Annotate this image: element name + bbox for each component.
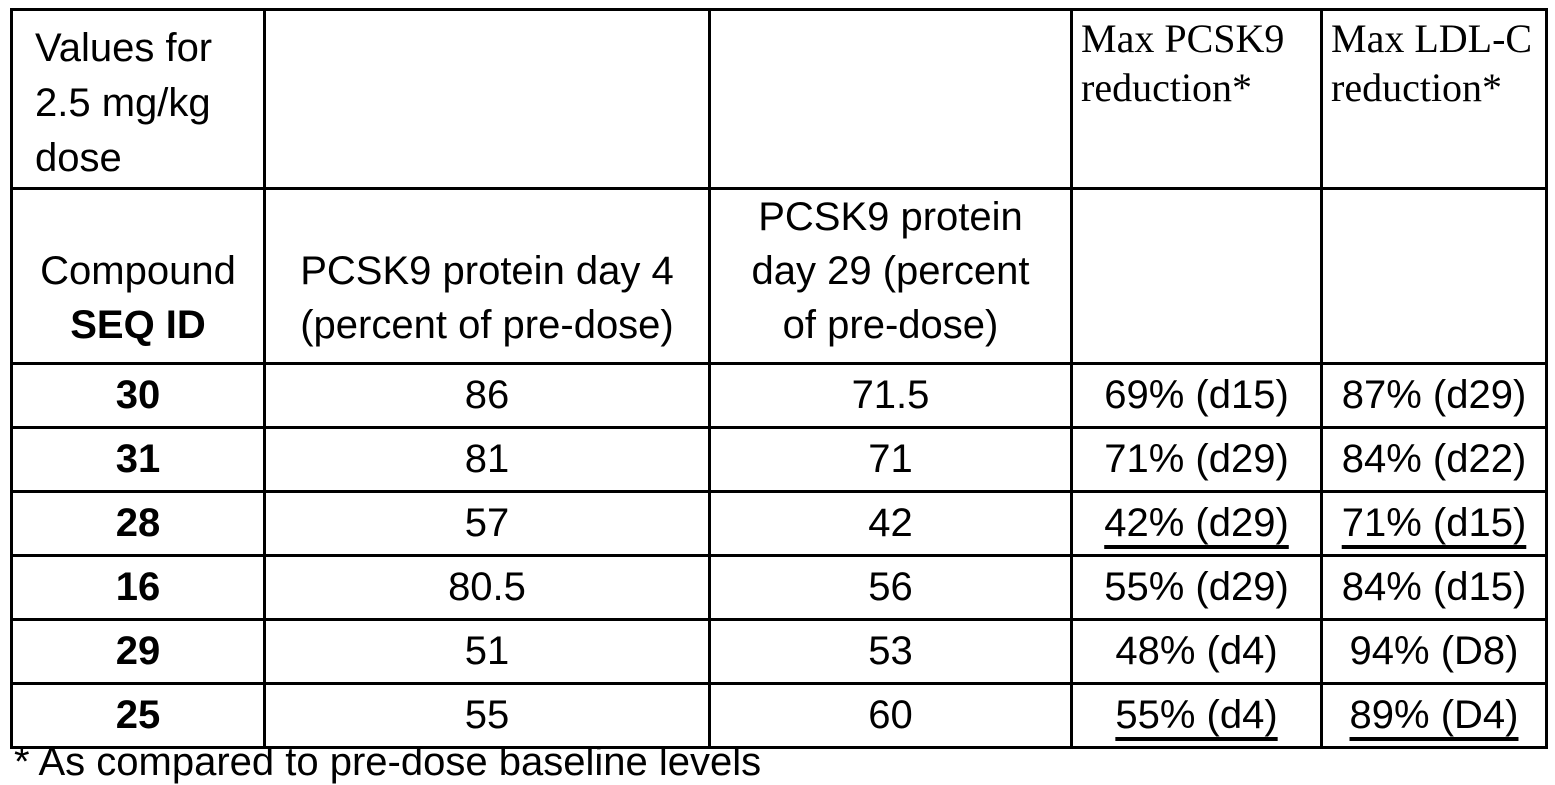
- max-pcsk9-value: 42% (d29): [1104, 501, 1289, 546]
- table-row: 16 80.5 56 55% (d29) 84% (d15): [10, 553, 1548, 621]
- day4-header-cell: PCSK9 protein day 4 (percent of pre-dose…: [263, 186, 711, 365]
- compound-results-table: Values for 2.5 mg/kg dose Max PCSK9 redu…: [10, 8, 1548, 749]
- seq-id-cell: 25: [10, 681, 266, 749]
- max-ldlc-reduction-header: Max LDL-C reduction*: [1320, 8, 1548, 190]
- max-pcsk9-value: 69% (d15): [1104, 373, 1289, 418]
- day4-value-cell: 86: [263, 361, 711, 429]
- empty-cell: [263, 8, 711, 190]
- day29-value-cell: 60: [708, 681, 1073, 749]
- seq-id-cell: 28: [10, 489, 266, 557]
- table-row: 29 51 53 48% (d4) 94% (D8): [10, 617, 1548, 685]
- day29-value-cell: 71.5: [708, 361, 1073, 429]
- day29-header-text: PCSK9 protein day 29 (percent of pre-dos…: [751, 194, 1030, 347]
- max-pcsk9-value-cell: 55% (d29): [1070, 553, 1323, 621]
- max-ldlc-value-cell: 94% (D8): [1320, 617, 1548, 685]
- max-ldlc-value: 94% (D8): [1349, 629, 1519, 674]
- max-ldlc-value-cell: 84% (d15): [1320, 553, 1548, 621]
- max-ldlc-value: 84% (d15): [1341, 565, 1527, 610]
- max-pcsk9-reduction-header: Max PCSK9 reduction*: [1070, 8, 1323, 190]
- seq-id-cell: 30: [10, 361, 266, 429]
- table-row: 28 57 42 42% (d29) 71% (d15): [10, 489, 1548, 557]
- footnote-clipped: * As compared to pre-dose baseline level…: [14, 740, 762, 784]
- table-row: 25 55 60 55% (d4) 89% (D4): [10, 681, 1548, 749]
- max-ldlc-value: 84% (d22): [1341, 437, 1527, 482]
- max-ldlc-value-cell: 84% (d22): [1320, 425, 1548, 493]
- max-pcsk9-value-cell: 71% (d29): [1070, 425, 1323, 493]
- max-ldlc-value-cell: 87% (d29): [1320, 361, 1548, 429]
- day29-value-cell: 53: [708, 617, 1073, 685]
- max-ldlc-value: 89% (D4): [1349, 693, 1519, 738]
- max-pcsk9-value: 55% (d4): [1115, 693, 1278, 738]
- max-pcsk9-value: 55% (d29): [1104, 565, 1289, 610]
- max-pcsk9-value: 48% (d4): [1115, 629, 1278, 674]
- max-pcsk9-value-cell: 42% (d29): [1070, 489, 1323, 557]
- compound-seq-id-header: Compound SEQ ID: [10, 186, 266, 365]
- table-title-cell: Values for 2.5 mg/kg dose: [10, 8, 266, 190]
- empty-cell: [1320, 186, 1548, 365]
- seq-id-cell: 31: [10, 425, 266, 493]
- max-pcsk9-value-cell: 48% (d4): [1070, 617, 1323, 685]
- header-row-2: Compound SEQ ID PCSK9 protein day 4 (per…: [10, 186, 1548, 365]
- max-pcsk9-value: 71% (d29): [1104, 437, 1289, 482]
- max-ldlc-value: 87% (d29): [1341, 373, 1527, 418]
- day4-value-cell: 55: [263, 681, 711, 749]
- table-row: 30 86 71.5 69% (d15) 87% (d29): [10, 361, 1548, 429]
- seq-id-cell: 16: [10, 553, 266, 621]
- max-pcsk9-value-cell: 55% (d4): [1070, 681, 1323, 749]
- max-pcsk9-value-cell: 69% (d15): [1070, 361, 1323, 429]
- seq-id-cell: 29: [10, 617, 266, 685]
- day29-value-cell: 42: [708, 489, 1073, 557]
- empty-cell: [1070, 186, 1323, 365]
- day29-value-cell: 71: [708, 425, 1073, 493]
- header-row-1: Values for 2.5 mg/kg dose Max PCSK9 redu…: [10, 8, 1548, 190]
- table-row: 31 81 71 71% (d29) 84% (d22): [10, 425, 1548, 493]
- empty-cell: [708, 8, 1073, 190]
- day4-value-cell: 57: [263, 489, 711, 557]
- seq-id-header-line: SEQ ID: [70, 302, 206, 347]
- max-ldlc-value: 71% (d15): [1341, 501, 1527, 546]
- max-ldlc-value-cell: 89% (D4): [1320, 681, 1548, 749]
- day4-value-cell: 80.5: [263, 553, 711, 621]
- day4-value-cell: 51: [263, 617, 711, 685]
- day4-value-cell: 81: [263, 425, 711, 493]
- day29-value-cell: 56: [708, 553, 1073, 621]
- compound-header-line: Compound: [40, 248, 236, 293]
- day29-header-cell: PCSK9 protein day 29 (percent of pre-dos…: [708, 186, 1073, 365]
- day4-header-text: PCSK9 protein day 4 (percent of pre-dose…: [300, 248, 674, 347]
- max-ldlc-value-cell: 71% (d15): [1320, 489, 1548, 557]
